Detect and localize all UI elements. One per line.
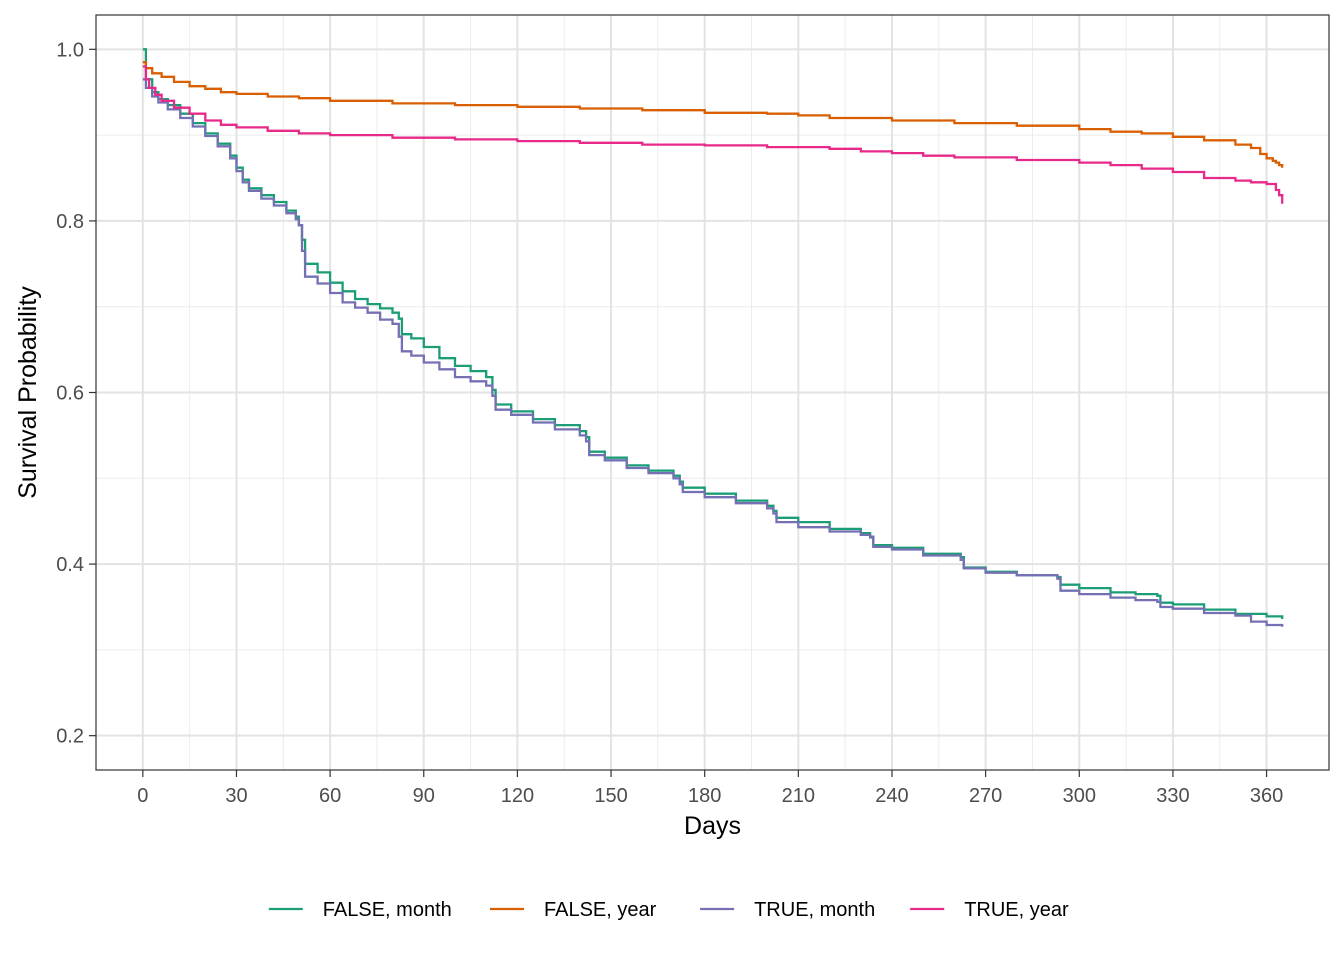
x-tick-label: 0: [137, 785, 148, 807]
x-tick-label: 300: [1063, 785, 1096, 807]
series-line-false-year: [142, 61, 1284, 168]
legend-label-true-month: TRUE, month: [754, 899, 875, 921]
x-tick-label: 150: [594, 785, 627, 807]
series-line-true-month: [142, 78, 1284, 627]
series-line-true-year: [142, 65, 1284, 204]
y-tick-label: 0.6: [56, 383, 84, 405]
x-axis: 0 30 60 90 120 150 180 210 240 270 300 330 360: [137, 770, 1283, 807]
x-tick-label: 270: [969, 785, 1002, 807]
x-axis-title: Days: [684, 812, 741, 840]
x-tick-label: 210: [782, 785, 815, 807]
y-tick-label: 0.2: [56, 726, 84, 748]
x-tick-label: 120: [501, 785, 534, 807]
legend-label-false-month: FALSE, month: [323, 899, 452, 921]
x-tick-label: 180: [688, 785, 721, 807]
legend-label-false-year: FALSE, year: [544, 899, 657, 921]
y-axis-title: Survival Probability: [14, 286, 42, 499]
major-gridlines: [96, 15, 1329, 770]
y-tick-label: 0.8: [56, 211, 84, 233]
x-tick-label: 60: [319, 785, 341, 807]
series-layer: [142, 48, 1284, 627]
x-tick-label: 360: [1250, 785, 1283, 807]
y-tick-label: 1.0: [56, 39, 84, 61]
legend: FALSE, month FALSE, year TRUE, month TRUE, …: [268, 899, 1069, 921]
x-tick-label: 30: [225, 785, 247, 807]
x-tick-label: 330: [1156, 785, 1189, 807]
legend-label-true-year: TRUE, year: [964, 899, 1069, 921]
x-tick-label: 240: [875, 785, 908, 807]
y-axis: 0.2 0.4 0.6 0.8 1.0: [56, 39, 96, 748]
x-tick-label: 90: [413, 785, 435, 807]
y-tick-label: 0.4: [56, 554, 84, 576]
